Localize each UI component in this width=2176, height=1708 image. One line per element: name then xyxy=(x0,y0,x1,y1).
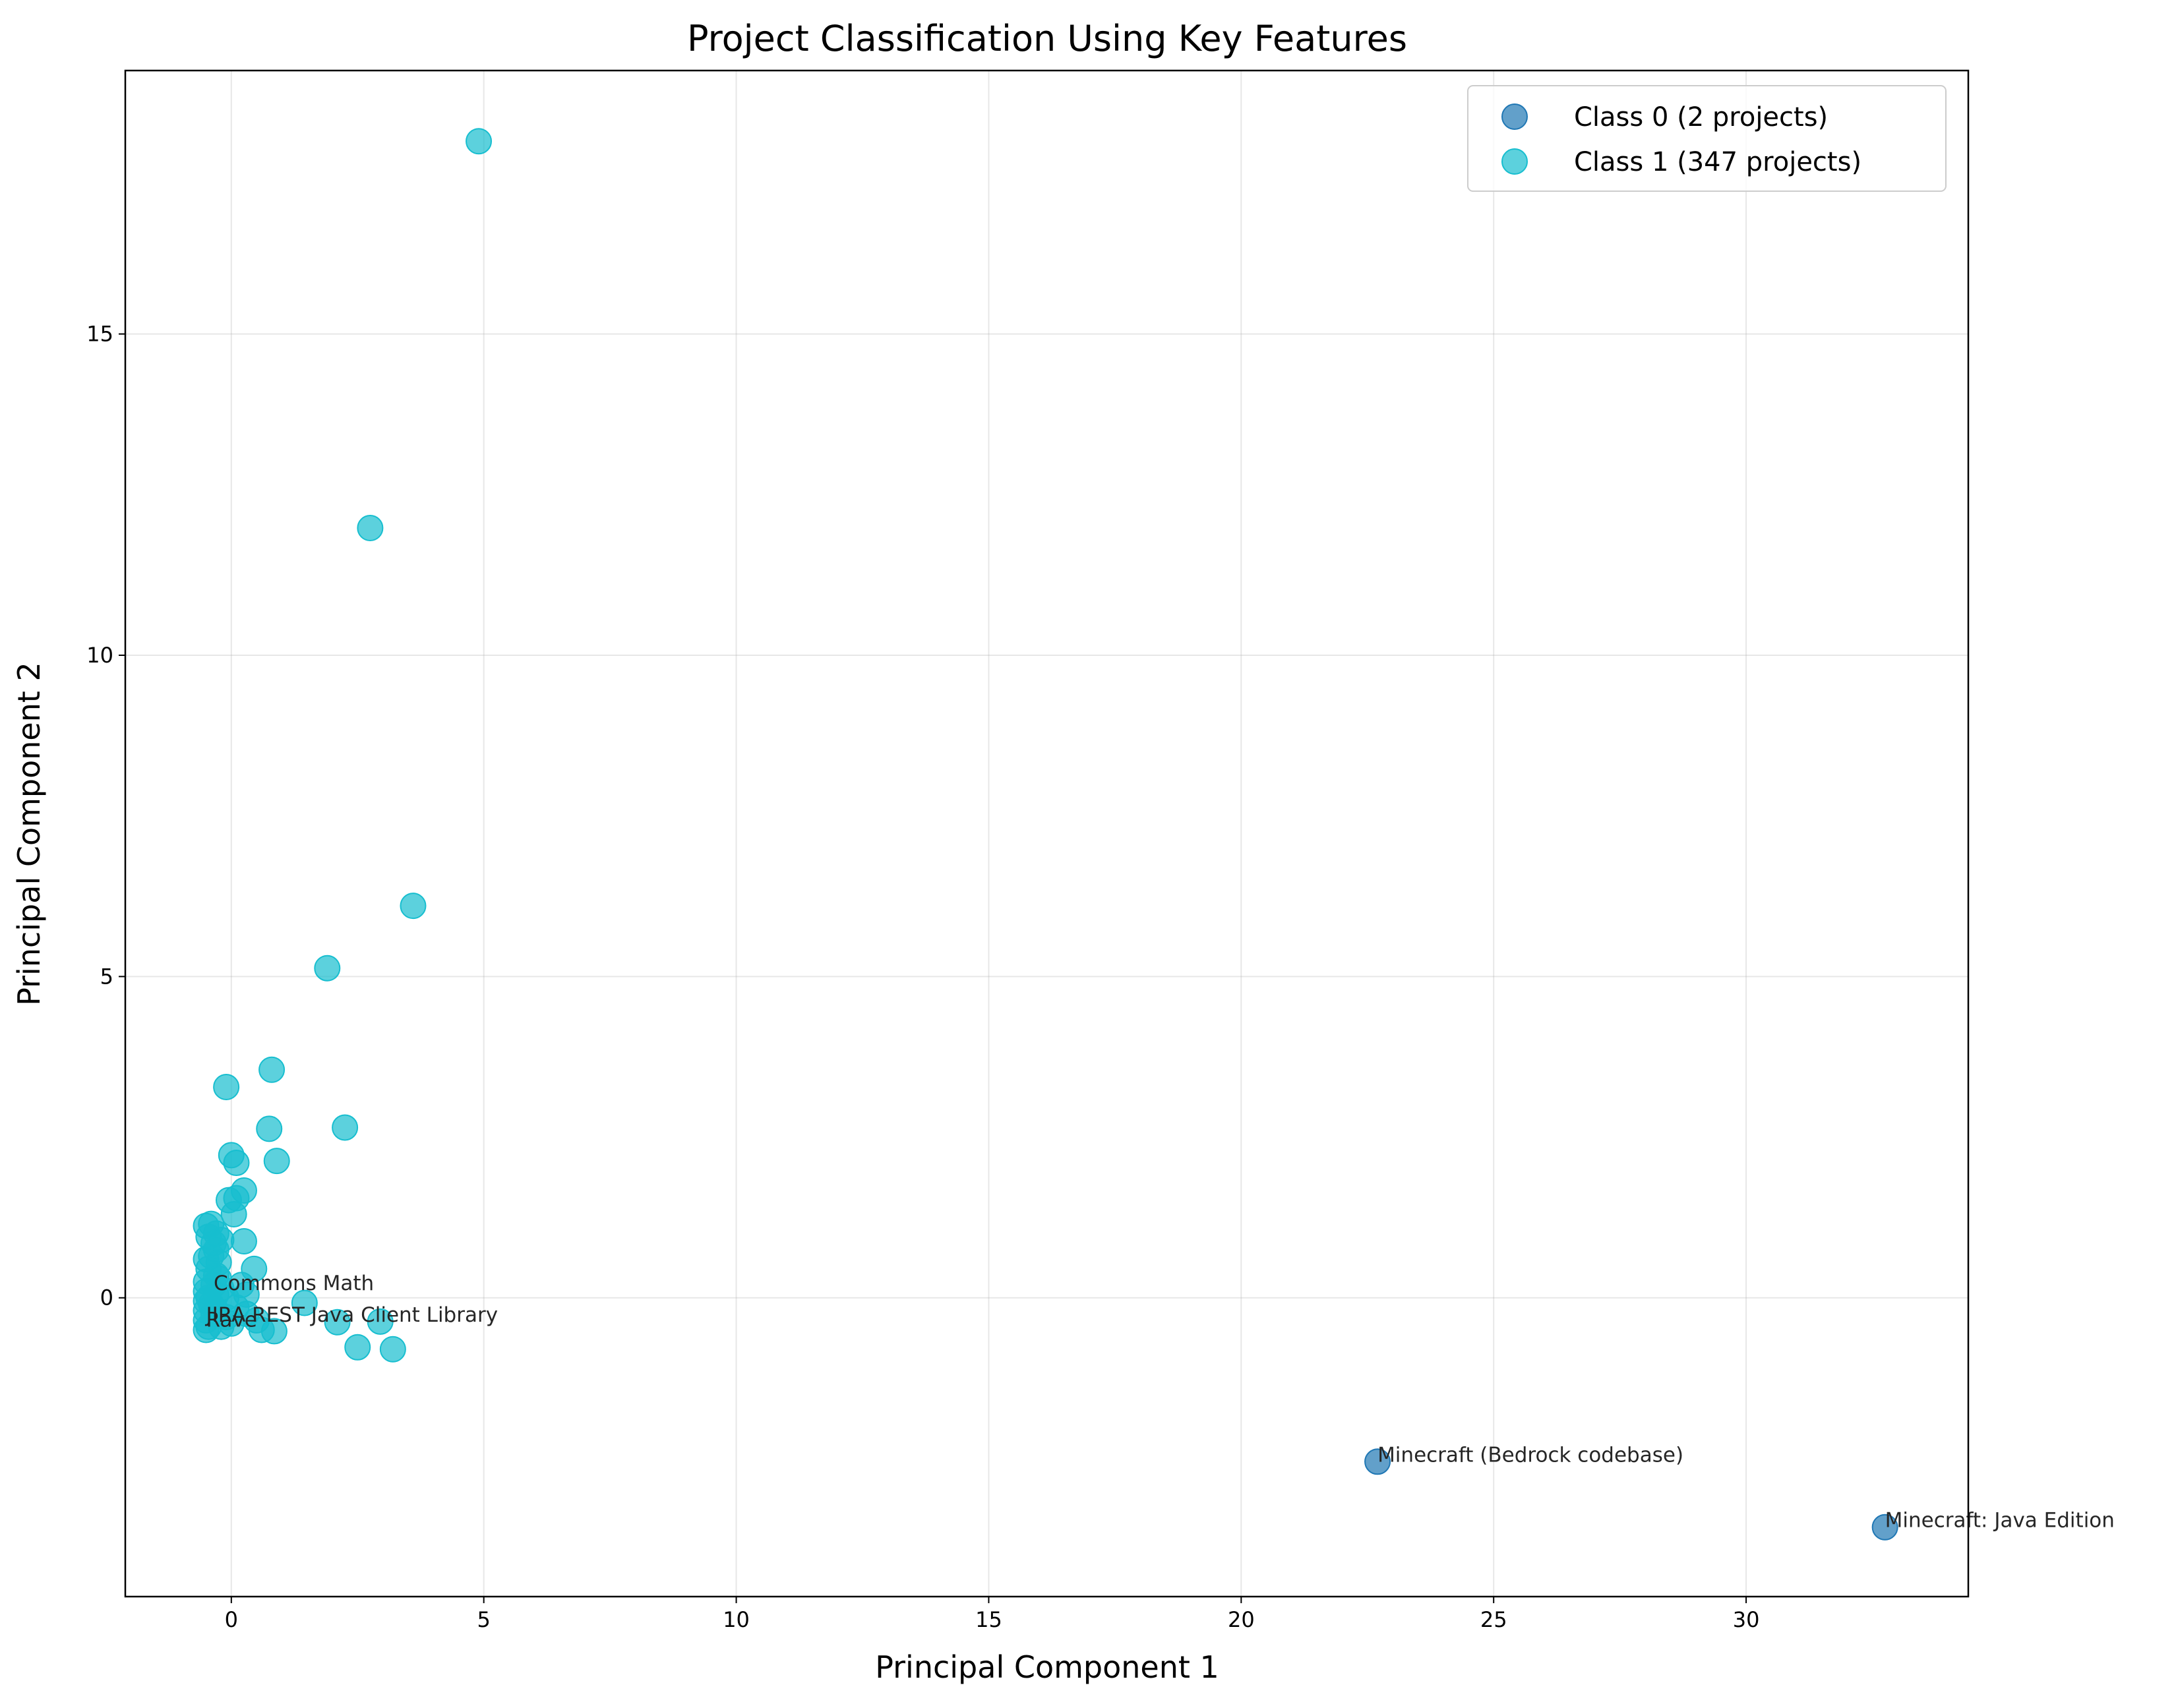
x-tick-label: 10 xyxy=(723,1607,750,1632)
x-tick-label: 15 xyxy=(975,1607,1002,1632)
point-annotation: Rave xyxy=(206,1309,257,1332)
point-annotations: Commons Math JIRA REST Java Client Librar… xyxy=(205,1272,2115,1533)
y-tick-label: 15 xyxy=(86,322,113,347)
data-point-class-1 xyxy=(223,1294,250,1321)
axis-ticks: 0 5 10 15 20 25 30 0 5 10 15 xyxy=(86,322,1759,1632)
data-point-class-1 xyxy=(400,893,427,920)
legend-label-class-1: Class 1 (347 projects) xyxy=(1574,147,1861,177)
data-point-class-1 xyxy=(220,1201,247,1228)
data-point-class-1 xyxy=(314,955,341,982)
data-point-class-1 xyxy=(332,1114,359,1141)
point-annotation: JIRA REST Java Client Library xyxy=(205,1303,499,1327)
legend-marker-class-0 xyxy=(1501,103,1528,130)
data-point-class-0 xyxy=(1364,1448,1391,1475)
point-annotation: Commons Math xyxy=(214,1272,374,1295)
data-points xyxy=(193,128,1898,1541)
data-point-class-1 xyxy=(344,1334,371,1361)
data-point-class-1 xyxy=(223,1150,250,1177)
x-axis-title: Principal Component 1 xyxy=(875,1649,1219,1685)
data-point-class-1 xyxy=(258,1056,286,1083)
x-tick-label: 5 xyxy=(477,1607,491,1632)
x-tick-label: 0 xyxy=(225,1607,238,1632)
grid xyxy=(125,71,1968,1597)
point-annotation: Minecraft: Java Edition xyxy=(1885,1509,2115,1533)
y-tick-label: 10 xyxy=(86,643,113,668)
legend-marker-class-1 xyxy=(1501,148,1528,175)
x-tick-label: 20 xyxy=(1228,1607,1255,1632)
data-point-class-1 xyxy=(357,515,384,542)
data-point-class-1 xyxy=(379,1336,406,1363)
point-annotation: Minecraft (Bedrock codebase) xyxy=(1377,1443,1683,1467)
data-point-class-1 xyxy=(260,1318,287,1345)
plot-frame xyxy=(124,69,1970,1598)
x-tick-label: 30 xyxy=(1733,1607,1760,1632)
y-axis-title: Principal Component 2 xyxy=(11,662,47,1006)
y-tick-label: 5 xyxy=(100,964,113,989)
x-tick-label: 25 xyxy=(1480,1607,1507,1632)
data-point-class-1 xyxy=(213,1074,240,1101)
data-point-class-1 xyxy=(263,1148,290,1175)
data-point-class-1 xyxy=(291,1289,318,1316)
data-point-class-0 xyxy=(1871,1514,1898,1541)
data-point-class-1 xyxy=(256,1115,283,1142)
data-point-class-1 xyxy=(230,1227,257,1254)
data-point-class-1 xyxy=(367,1308,394,1335)
data-point-class-1 xyxy=(324,1309,351,1336)
chart-title: Project Classification Using Key Feature… xyxy=(687,18,1407,59)
legend-label-class-0: Class 0 (2 projects) xyxy=(1574,102,1828,133)
data-point-class-1 xyxy=(205,1265,232,1292)
data-point-class-1 xyxy=(466,128,493,155)
legend: Class 0 (2 projects) Class 1 (347 projec… xyxy=(1467,85,1947,192)
legend-box xyxy=(1467,85,1947,192)
y-tick-label: 0 xyxy=(100,1285,113,1310)
